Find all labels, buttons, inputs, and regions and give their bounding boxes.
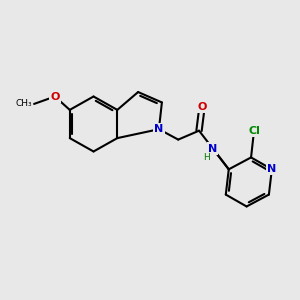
Text: O: O <box>50 92 60 101</box>
Text: Cl: Cl <box>248 126 260 136</box>
Text: CH₃: CH₃ <box>16 99 33 108</box>
Text: O: O <box>197 102 207 112</box>
Text: N: N <box>208 143 217 154</box>
Text: N: N <box>154 124 164 134</box>
Text: H: H <box>203 153 210 162</box>
Text: N: N <box>267 164 277 174</box>
